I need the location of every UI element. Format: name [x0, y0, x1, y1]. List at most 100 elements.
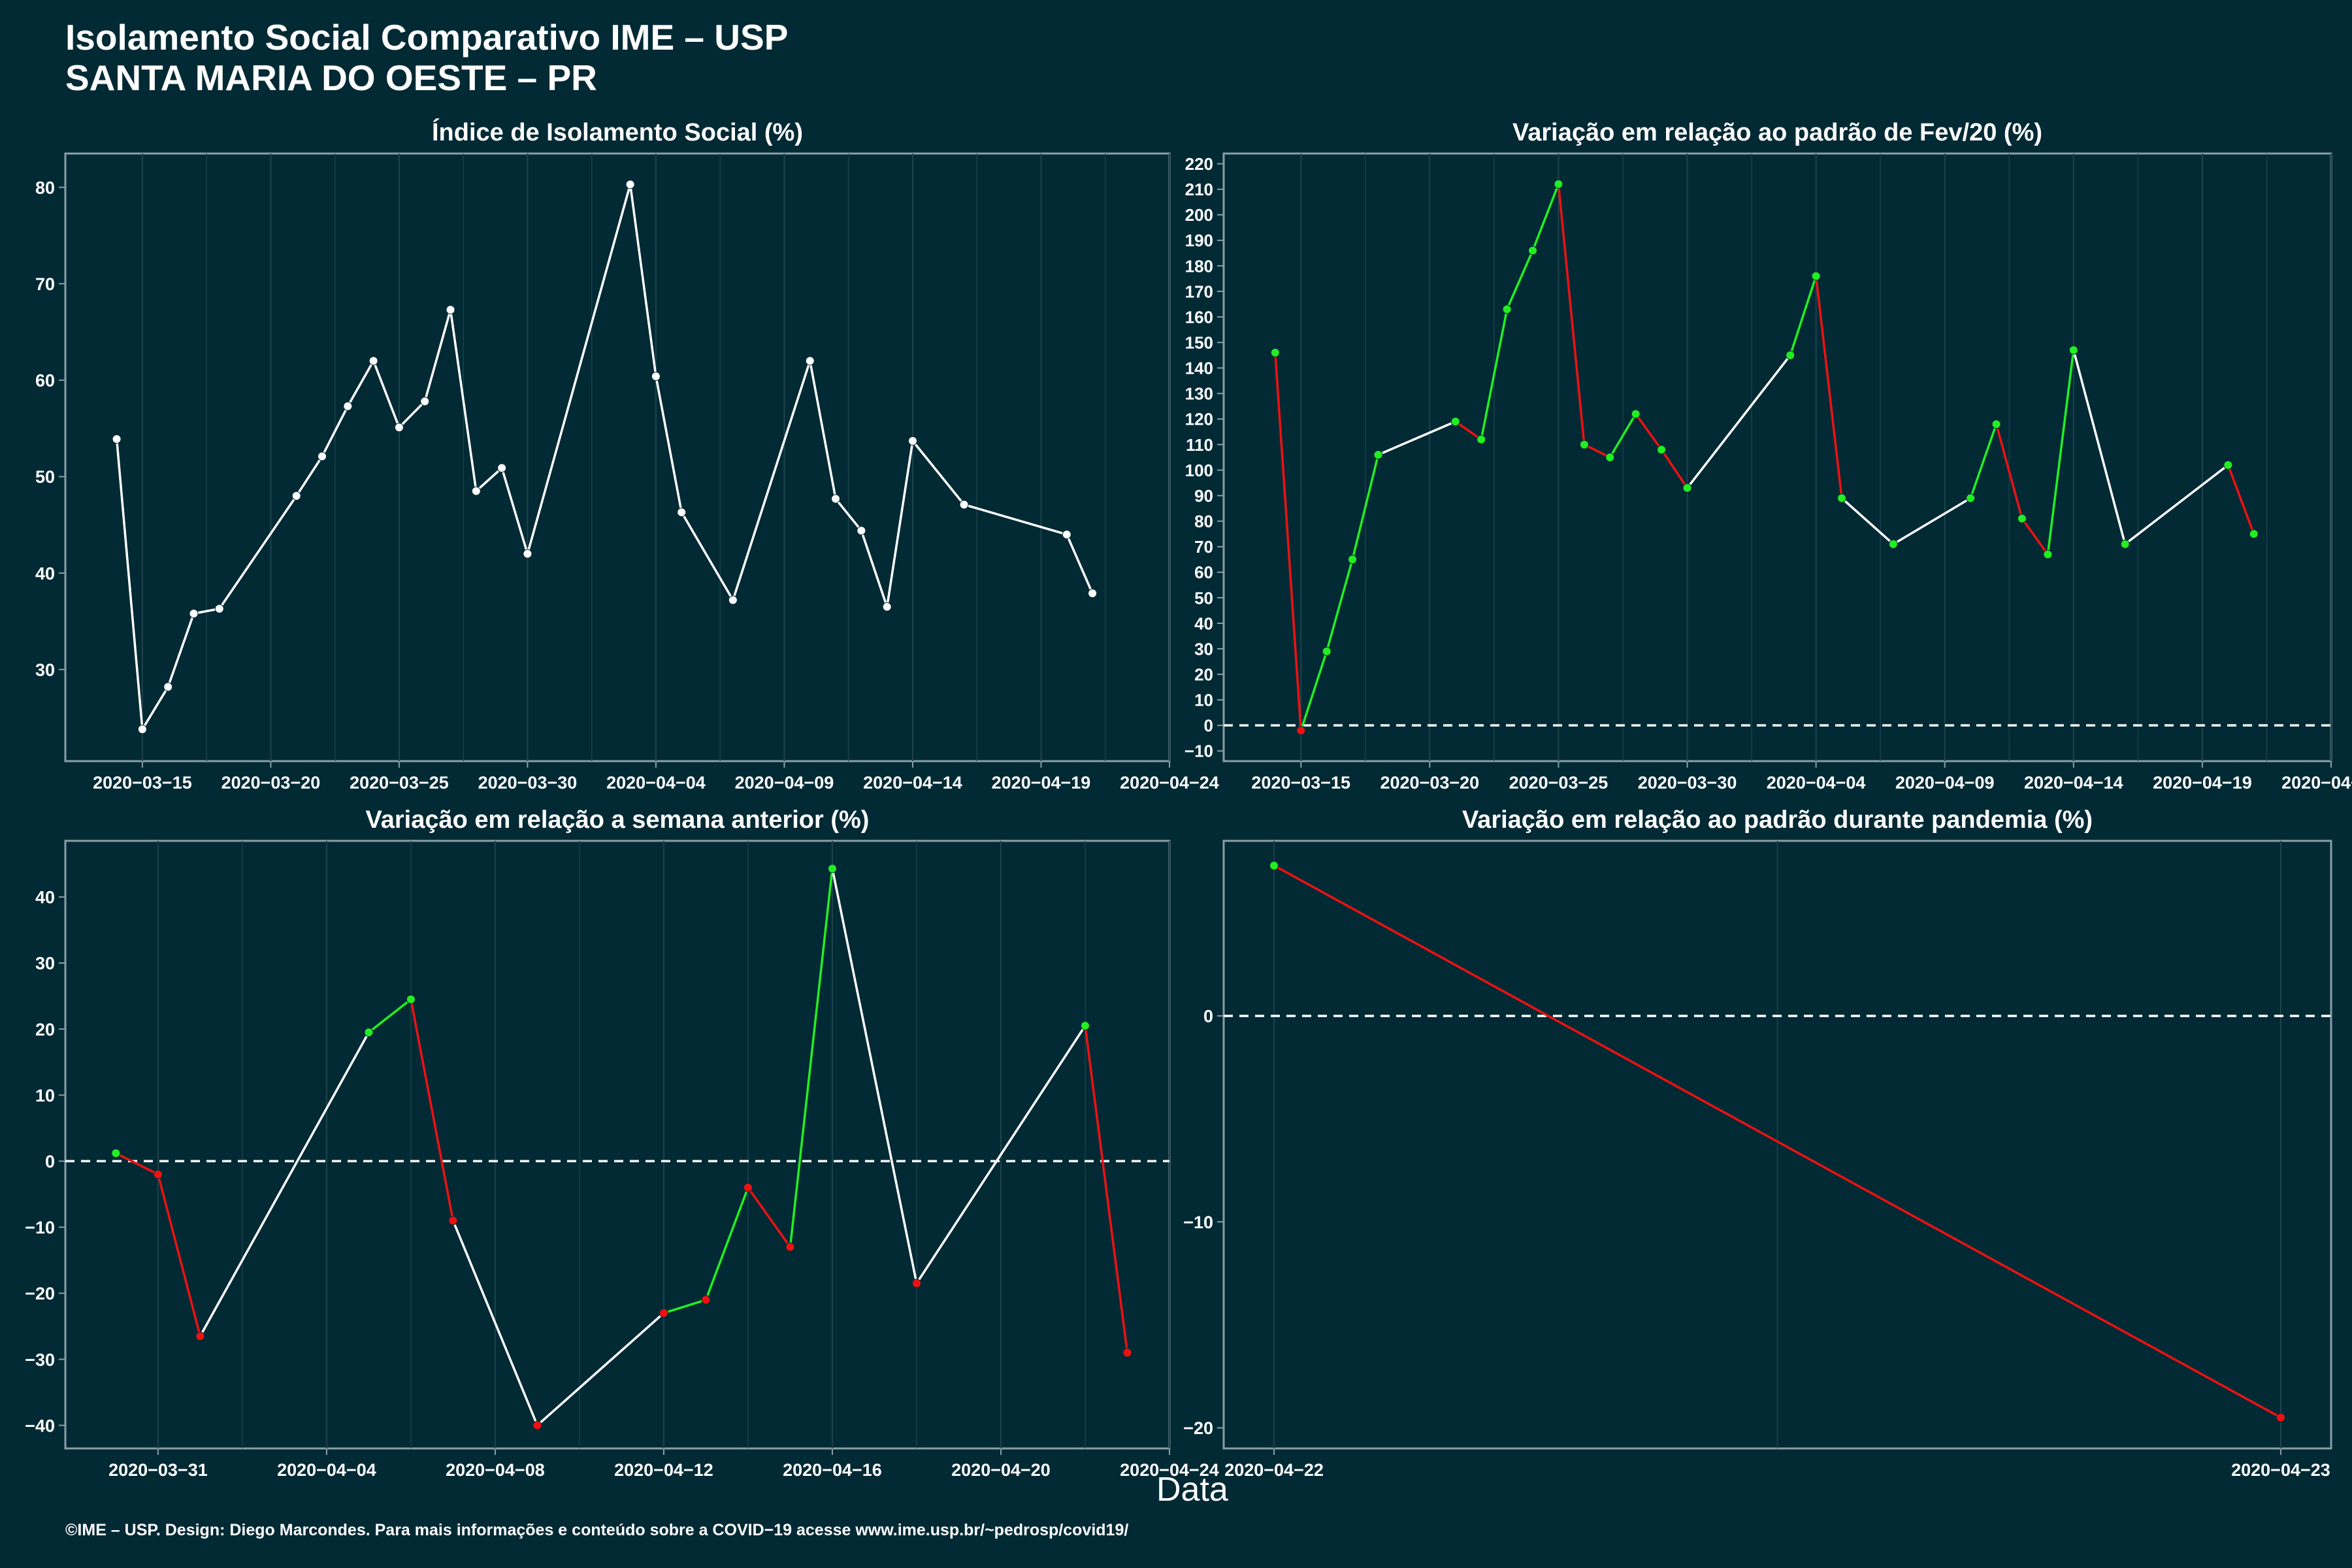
- x-tick-label: 2020−03−20: [1380, 773, 1480, 792]
- data-point: [1631, 409, 1641, 419]
- y-tick-label: −20: [1183, 1418, 1213, 1438]
- series-segment: [885, 440, 914, 608]
- x-tick-label: 2020−04−16: [783, 1460, 882, 1480]
- x-tick-label: 2020−04−12: [614, 1460, 713, 1480]
- series-segment: [809, 359, 837, 500]
- series-segment: [1969, 423, 1998, 500]
- y-tick-label: 40: [35, 888, 55, 907]
- y-tick-label: 40: [1194, 613, 1213, 633]
- series-segment: [680, 511, 734, 602]
- data-point: [2120, 539, 2130, 549]
- series-segment: [1814, 274, 1843, 500]
- series-segment: [1066, 533, 1094, 595]
- data-point: [2223, 460, 2233, 470]
- y-tick-label: 170: [1185, 282, 1213, 301]
- series-segment: [1084, 1024, 1129, 1354]
- series-segment: [1273, 864, 2282, 1419]
- x-tick-label: 2020−04−24: [1120, 773, 1219, 792]
- y-tick-label: 10: [1194, 691, 1213, 710]
- data-point: [471, 486, 481, 496]
- panel-2-frame: [1222, 152, 2332, 762]
- data-point: [1477, 434, 1486, 444]
- y-tick-label: 50: [35, 467, 55, 487]
- data-point: [1373, 450, 1383, 460]
- series-segment: [410, 998, 455, 1222]
- x-tick-label: 2020−04−22: [1224, 1460, 1324, 1480]
- data-point: [785, 1242, 795, 1252]
- series-segment: [915, 1024, 1086, 1285]
- x-axis-label: Data: [1156, 1471, 1228, 1509]
- series-segment: [423, 308, 452, 403]
- x-tick-label: 2020−04−09: [1895, 773, 1995, 792]
- data-point: [2043, 549, 2053, 559]
- series-segment: [157, 1173, 202, 1337]
- page-subtitle: SANTA MARIA DO OESTE – PR: [65, 57, 597, 98]
- data-point: [318, 451, 327, 461]
- series-segment: [1840, 497, 1895, 546]
- data-point: [1296, 726, 1306, 736]
- y-tick-label: 30: [35, 954, 55, 973]
- series-segment: [2021, 517, 2050, 556]
- series-segment: [1274, 351, 1303, 732]
- data-point: [406, 994, 416, 1004]
- data-point: [420, 397, 430, 406]
- data-point: [1270, 348, 1280, 357]
- y-tick-label: 30: [35, 660, 55, 679]
- series-segment: [655, 375, 683, 514]
- series-segment: [1634, 412, 1663, 451]
- x-tick-label: 2020−04−14: [863, 773, 962, 792]
- data-point: [743, 1183, 753, 1192]
- y-tick-label: −40: [25, 1416, 55, 1435]
- data-point: [827, 864, 837, 874]
- data-point: [1080, 1021, 1090, 1031]
- data-point: [1348, 555, 1358, 564]
- series-segment: [451, 1219, 539, 1427]
- data-point: [137, 725, 147, 734]
- panel-3-frame: [64, 840, 1171, 1450]
- data-point: [189, 609, 199, 619]
- data-point: [1088, 589, 1098, 598]
- data-point: [882, 602, 892, 612]
- series-segment: [732, 359, 811, 602]
- data-point: [364, 1028, 374, 1037]
- data-point: [831, 494, 841, 504]
- data-point: [857, 526, 866, 536]
- x-tick-label: 2020−04−23: [2231, 1460, 2330, 1480]
- data-point: [291, 491, 301, 501]
- series-segment: [114, 1152, 159, 1176]
- panel-1-frame: [64, 152, 1171, 762]
- series-segment: [1454, 420, 1482, 441]
- data-point: [111, 1149, 121, 1158]
- data-point: [195, 1331, 205, 1341]
- x-tick-label: 2020−03−30: [478, 773, 578, 792]
- x-tick-label: 2020−03−15: [93, 773, 192, 792]
- data-point: [1322, 646, 1331, 656]
- data-point: [1682, 483, 1692, 493]
- data-point: [394, 423, 404, 433]
- data-point: [112, 434, 122, 444]
- data-point: [1502, 304, 1512, 314]
- y-tick-label: 40: [35, 564, 55, 583]
- y-tick-label: 10: [35, 1086, 55, 1105]
- y-tick-label: 100: [1185, 461, 1213, 480]
- data-point: [532, 1420, 542, 1430]
- panel-4-title: Variação em relação ao padrão durante pa…: [1462, 806, 2093, 834]
- series-segment: [167, 612, 195, 689]
- series-segment: [1892, 497, 1972, 546]
- data-point: [659, 1308, 668, 1318]
- data-point: [701, 1295, 711, 1305]
- y-tick-label: 20: [1194, 665, 1213, 685]
- x-tick-label: 2020−03−25: [1509, 773, 1609, 792]
- y-tick-label: 70: [35, 274, 55, 294]
- data-point: [1269, 860, 1279, 870]
- panel-2-title: Variação em relação ao padrão de Fev/20 …: [1512, 119, 2042, 146]
- series-segment: [1995, 423, 2023, 520]
- y-tick-label: −30: [25, 1350, 55, 1369]
- y-tick-label: −20: [25, 1284, 55, 1303]
- y-tick-label: 0: [45, 1152, 55, 1171]
- series-segment: [1351, 453, 1380, 561]
- data-point: [448, 1216, 458, 1226]
- series-segment: [218, 495, 298, 610]
- series-segment: [1480, 308, 1509, 441]
- x-tick-label: 2020−04−08: [446, 1460, 545, 1480]
